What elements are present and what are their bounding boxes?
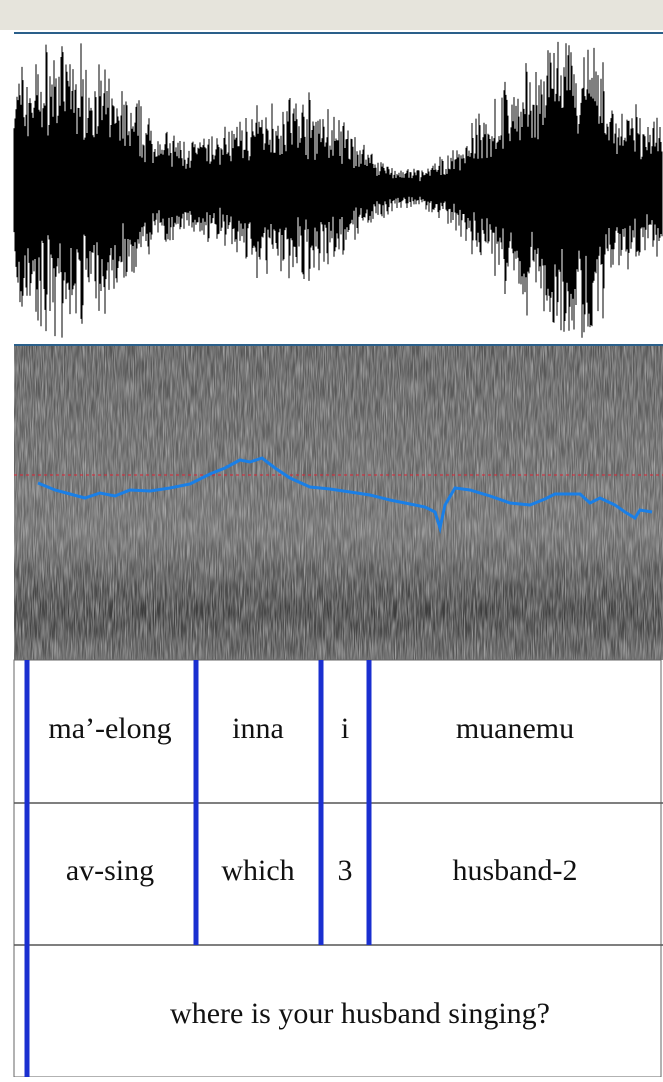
interval-label: where is your husband singing? <box>170 997 550 1030</box>
interval-label: which <box>221 854 294 887</box>
interval-label: husband-2 <box>453 854 578 887</box>
interval-label: muanemu <box>456 712 574 745</box>
page: ma’-elong inna i muanemu av-sing which 3… <box>0 0 663 1082</box>
interval-label: inna <box>232 712 284 745</box>
interval-label: ma’-elong <box>48 712 171 745</box>
praat-window: ma’-elong inna i muanemu av-sing which 3… <box>0 0 663 1077</box>
interval-label: 3 <box>338 854 353 887</box>
interval-label: av-sing <box>66 854 154 887</box>
interval-label: i <box>341 712 349 745</box>
title-bar <box>0 0 663 30</box>
spectrogram-noise <box>14 346 663 660</box>
